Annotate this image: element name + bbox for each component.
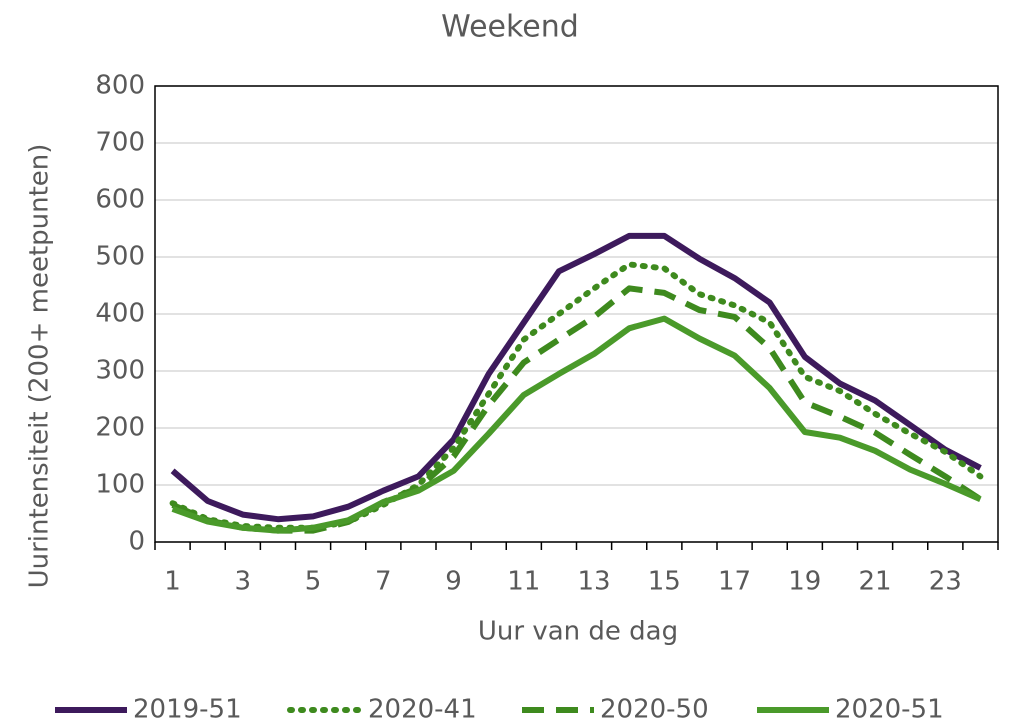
y-axis-label: Uurintensiteit (200+ meetpunten) [25,144,55,589]
x-tick-label: 3 [235,567,252,597]
series-line [171,285,983,534]
legend-label: 2020-51 [835,695,944,725]
x-axis-label: Uur van de dag [478,617,678,647]
x-tick-label: 13 [578,567,611,597]
y-tick-label: 300 [95,356,145,386]
series-line [171,315,982,534]
x-tick-label: 23 [929,567,962,597]
y-tick-label: 0 [128,527,145,557]
y-tick-label: 400 [95,299,145,329]
y-tick-label: 800 [95,71,145,101]
y-tick-label: 700 [95,128,145,158]
x-tick-label: 9 [445,567,462,597]
legend-label: 2019-51 [133,695,242,725]
y-tick-label: 100 [95,470,145,500]
y-tick-label: 200 [95,413,145,443]
series-line [169,261,984,531]
y-tick-label: 600 [95,185,145,215]
x-tick-label: 5 [305,567,322,597]
x-tick-label: 17 [718,567,751,597]
y-tick-label: 500 [95,242,145,272]
legend-label: 2020-50 [600,695,709,725]
x-tick-label: 15 [648,567,681,597]
x-tick-label: 21 [859,567,892,597]
x-tick-label: 11 [507,567,540,597]
x-tick-label: 1 [164,567,181,597]
x-tick-label: 19 [788,567,821,597]
legend-label: 2020-41 [368,695,477,725]
series-line [170,232,982,523]
x-tick-label: 7 [375,567,392,597]
chart-title: Weekend [441,10,579,45]
